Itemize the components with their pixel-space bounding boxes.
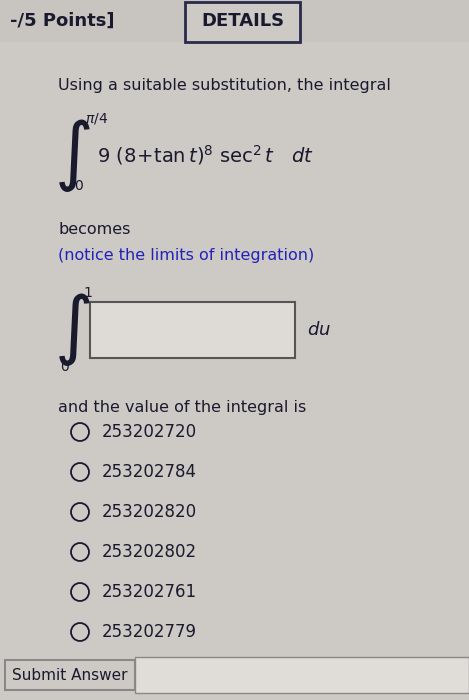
Text: 253202761: 253202761 xyxy=(102,583,197,601)
Text: $1$: $1$ xyxy=(83,286,92,300)
Text: $9\ (8\!+\!\tan t)^8\ \sec^2 t\quad dt$: $9\ (8\!+\!\tan t)^8\ \sec^2 t\quad dt$ xyxy=(97,143,314,167)
Text: 253202802: 253202802 xyxy=(102,543,197,561)
Bar xyxy=(185,2,300,42)
Text: -/5 Points]: -/5 Points] xyxy=(10,12,114,30)
Text: $du$: $du$ xyxy=(307,321,331,339)
Text: 253202779: 253202779 xyxy=(102,623,197,641)
Text: $\int$: $\int$ xyxy=(54,291,91,368)
Text: $0$: $0$ xyxy=(60,360,70,374)
Text: Using a suitable substitution, the integral: Using a suitable substitution, the integ… xyxy=(58,78,391,93)
Text: becomes: becomes xyxy=(58,222,130,237)
Text: 253202784: 253202784 xyxy=(102,463,197,481)
Bar xyxy=(90,302,295,358)
Bar xyxy=(0,0,469,42)
Text: $\int$: $\int$ xyxy=(54,116,91,193)
Text: 253202720: 253202720 xyxy=(102,423,197,441)
Text: $0$: $0$ xyxy=(74,179,84,193)
Text: Submit Answer: Submit Answer xyxy=(12,668,128,682)
Text: and the value of the integral is: and the value of the integral is xyxy=(58,400,306,415)
Text: DETAILS: DETAILS xyxy=(201,12,284,30)
Bar xyxy=(135,657,469,693)
Text: 253202820: 253202820 xyxy=(102,503,197,521)
Bar xyxy=(5,660,135,690)
Text: (notice the limits of integration): (notice the limits of integration) xyxy=(58,248,314,263)
Text: $\pi/4$: $\pi/4$ xyxy=(85,111,108,125)
